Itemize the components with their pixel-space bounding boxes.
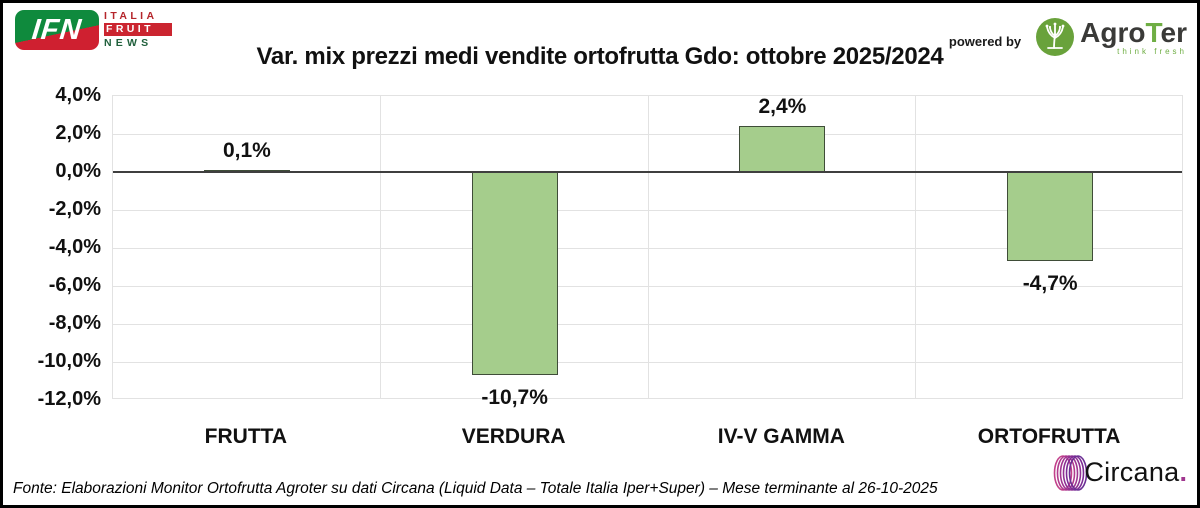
- category-label: IV-V GAMMA: [717, 425, 845, 448]
- source-note: Fonte: Elaborazioni Monitor Ortofrutta A…: [13, 480, 938, 497]
- agroter-name: AgroTer: [1080, 16, 1187, 48]
- agroter-tree-icon: [1036, 18, 1075, 56]
- category-label: ORTOFRUTTA: [977, 425, 1121, 448]
- column-separator: [647, 96, 649, 398]
- y-tick-label: 0,0%: [55, 160, 101, 182]
- ifn-word-italia: ITALIA: [104, 10, 158, 22]
- y-tick-label: 2,0%: [55, 122, 101, 144]
- column-separator: [380, 96, 382, 398]
- bar: [1007, 172, 1094, 262]
- ifn-logo: IFN ITALIA FRUIT NEWS: [15, 10, 172, 50]
- agroter-wordmark: AgroTer think fresh: [1080, 16, 1187, 56]
- powered-by-label: powered by: [948, 33, 1022, 49]
- circana-spiral-icon: [1054, 455, 1088, 491]
- ifn-logo-badge: IFN: [15, 10, 99, 50]
- bar: [471, 172, 558, 376]
- circana-name: Circana: [1084, 456, 1180, 487]
- plot-area: 0,1% -10,7% 2,4% -4,7%: [112, 95, 1183, 409]
- agroter-brand: powered by AgroTer think fresh: [949, 17, 1187, 57]
- y-tick-label: 4,0%: [55, 84, 101, 106]
- column-separator: [914, 96, 916, 398]
- y-tick-label: -12,0%: [37, 388, 101, 410]
- ifn-word-news: NEWS: [104, 37, 153, 49]
- zero-axis-line: [113, 171, 1182, 173]
- category-label: FRUTTA: [204, 425, 288, 448]
- bar-value-label: 0,1%: [222, 139, 271, 163]
- y-tick-label: -8,0%: [48, 312, 101, 334]
- chart-title: Var. mix prezzi medi vendite ortofrutta …: [256, 43, 944, 70]
- bar-value-label: -10,7%: [481, 386, 548, 410]
- bar: [739, 126, 826, 172]
- bar-value-label: 2,4%: [758, 95, 807, 119]
- circana-logo: Circana.: [1052, 449, 1187, 495]
- ifn-logo-text: IFN: [30, 13, 84, 46]
- ifn-word-fruit: FRUIT: [104, 23, 172, 36]
- y-tick-label: -4,0%: [48, 236, 101, 258]
- ifn-logo-wordmark: ITALIA FRUIT NEWS: [104, 10, 172, 50]
- circana-dot: .: [1179, 456, 1187, 487]
- y-tick-label: -6,0%: [48, 274, 101, 296]
- category-label: VERDURA: [461, 425, 566, 448]
- y-tick-label: -10,0%: [37, 350, 101, 372]
- y-tick-label: -2,0%: [48, 198, 101, 220]
- bar-value-label: -4,7%: [1022, 272, 1078, 296]
- agroter-tagline: think fresh: [1117, 46, 1187, 56]
